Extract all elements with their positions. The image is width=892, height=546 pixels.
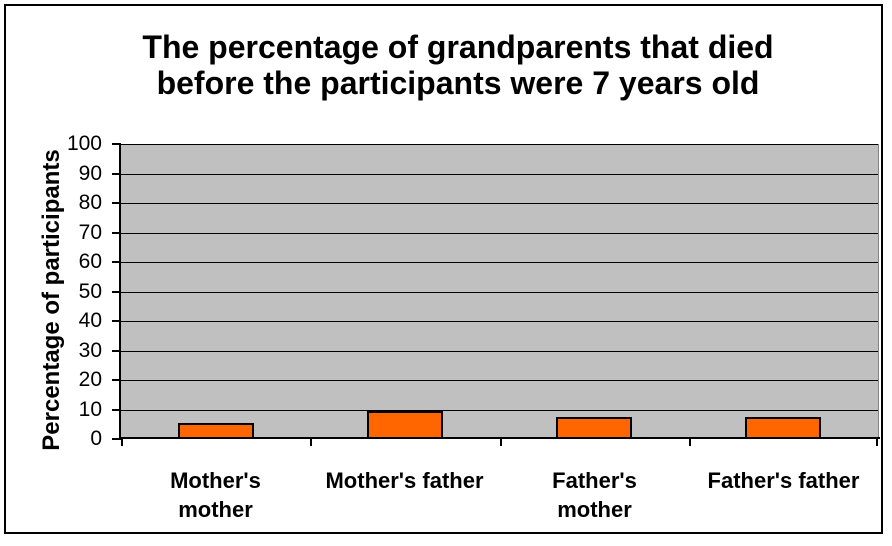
gridline-30 <box>121 351 878 352</box>
gridline-40 <box>121 321 878 322</box>
gridline-50 <box>121 292 878 293</box>
gridline-80 <box>121 203 878 204</box>
y-tick-label-40: 40 <box>78 309 102 332</box>
gridline-70 <box>121 233 878 234</box>
x-tick-mark-2 <box>500 439 502 446</box>
y-tick-mark-20 <box>112 379 121 381</box>
gridline-20 <box>121 380 878 381</box>
y-tick-mark-0 <box>112 438 121 440</box>
y-tick-mark-90 <box>112 173 121 175</box>
bar-fathers-father <box>745 417 821 439</box>
y-tick-mark-10 <box>112 409 121 411</box>
bar-mothers-father <box>367 411 443 439</box>
bar-fathers-mother <box>556 417 632 439</box>
x-axis-labels: Mother's mother Mother's father Father's m… <box>121 466 878 536</box>
y-tick-mark-70 <box>112 232 121 234</box>
x-tick-mark-4 <box>876 439 878 446</box>
x-tick-mark-0 <box>121 439 123 446</box>
y-tick-mark-80 <box>112 202 121 204</box>
y-tick-label-70: 70 <box>78 221 102 244</box>
y-tick-label-100: 100 <box>66 132 102 155</box>
y-tick-label-0: 0 <box>90 427 102 450</box>
y-tick-mark-60 <box>112 261 121 263</box>
y-tick-label-80: 80 <box>78 191 102 214</box>
x-tick-mark-3 <box>689 439 691 446</box>
y-tick-mark-100 <box>112 143 121 145</box>
y-tick-mark-50 <box>112 291 121 293</box>
y-tick-label-50: 50 <box>78 280 102 303</box>
gridline-10 <box>121 410 878 411</box>
y-tick-label-20: 20 <box>78 368 102 391</box>
y-tick-label-10: 10 <box>78 398 102 421</box>
x-tick-mark-1 <box>310 439 312 446</box>
plot-area <box>121 144 879 439</box>
gridline-60 <box>121 262 878 263</box>
x-label-mothers-mother: Mother's mother <box>170 468 261 522</box>
y-tick-mark-30 <box>112 350 121 352</box>
gridline-100 <box>121 144 878 145</box>
y-tick-label-60: 60 <box>78 250 102 273</box>
x-label-mothers-father: Mother's father <box>325 468 484 493</box>
y-tick-label-30: 30 <box>78 339 102 362</box>
chart-title: The percentage of grandparents that died… <box>142 29 774 101</box>
x-label-fathers-father: Father's father <box>707 468 860 493</box>
x-axis-line <box>119 437 880 439</box>
x-label-fathers-mother: Father's mother <box>552 468 637 522</box>
y-tick-label-90: 90 <box>78 162 102 185</box>
y-tick-mark-40 <box>112 320 121 322</box>
bar-mothers-mother <box>178 423 254 439</box>
gridline-90 <box>121 174 878 175</box>
